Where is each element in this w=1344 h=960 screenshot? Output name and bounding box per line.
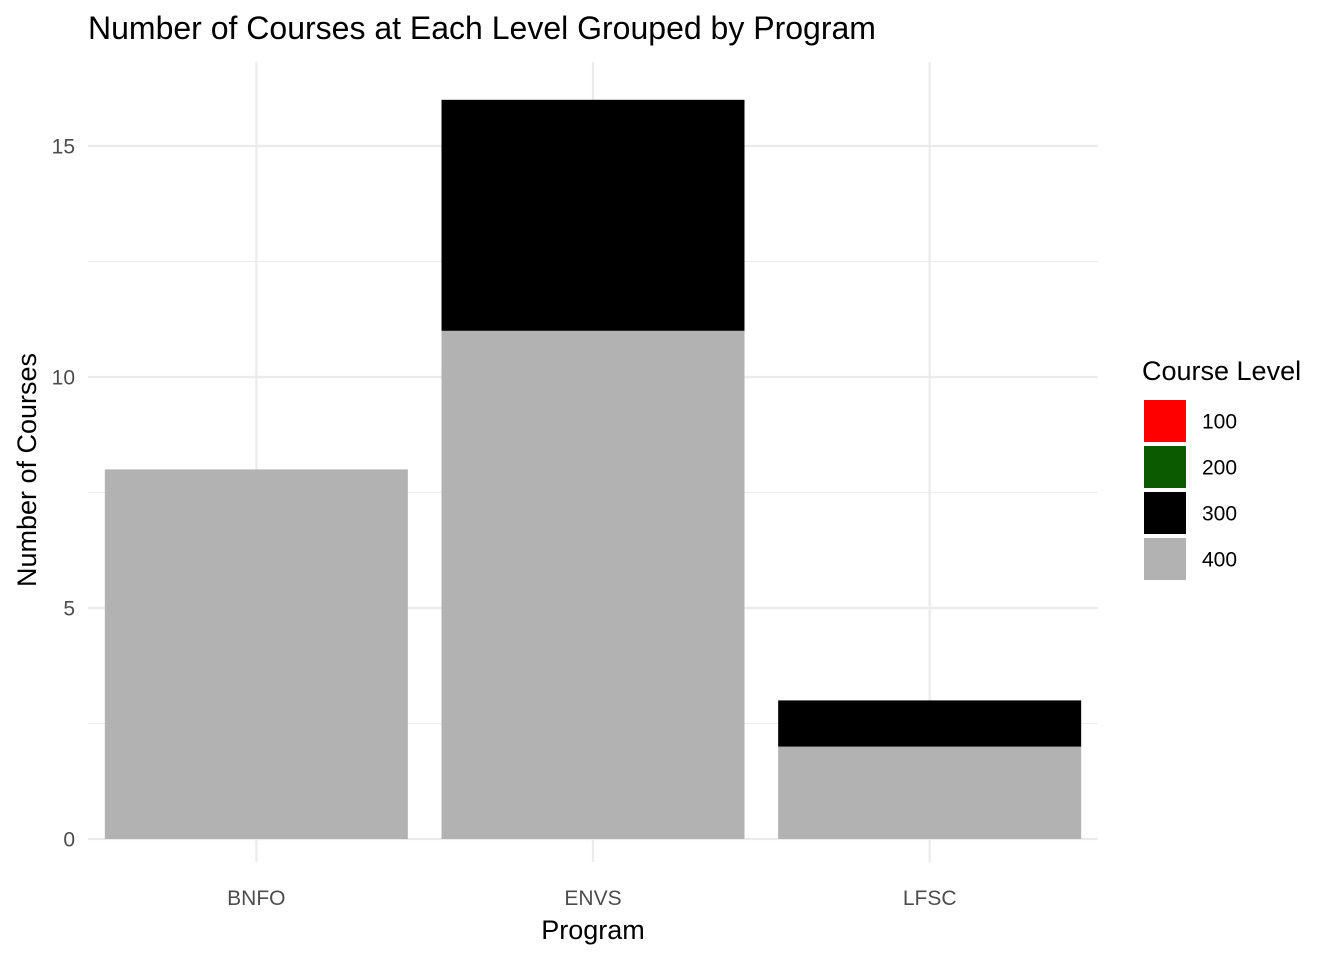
legend-key-200 <box>1144 446 1186 488</box>
legend-label-400: 400 <box>1202 549 1237 572</box>
legend-key-100 <box>1144 400 1186 442</box>
bar-bnfo-400 <box>104 469 408 839</box>
legend-label-300: 300 <box>1202 503 1237 526</box>
legend-key-400 <box>1144 538 1186 580</box>
legend: Course Level 100 200 300 400 <box>1142 356 1301 580</box>
y-tick-label: 5 <box>63 598 75 621</box>
legend-label-100: 100 <box>1202 411 1237 434</box>
y-tick-label: 10 <box>52 367 75 390</box>
x-axis-title: Program <box>541 915 645 945</box>
y-axis-title: Number of Courses <box>12 353 42 587</box>
x-tick-label: BNFO <box>227 887 285 910</box>
y-tick-label: 15 <box>52 136 75 159</box>
y-tick-label: 0 <box>63 829 75 852</box>
bars <box>104 99 1082 839</box>
bar-envs-300 <box>441 99 745 331</box>
x-axis-ticks: BNFO ENVS LFSC <box>227 887 956 910</box>
chart-title: Number of Courses at Each Level Grouped … <box>88 10 876 46</box>
x-tick-label: LFSC <box>903 887 957 910</box>
bar-lfsc-400 <box>778 746 1082 839</box>
legend-label-200: 200 <box>1202 457 1237 480</box>
x-tick-label: ENVS <box>564 887 621 910</box>
legend-key-300 <box>1144 492 1186 534</box>
bar-lfsc-300 <box>778 700 1082 747</box>
bar-envs-400 <box>441 330 745 839</box>
legend-title: Course Level <box>1142 356 1301 386</box>
y-axis-ticks: 0 5 10 15 <box>52 136 75 852</box>
